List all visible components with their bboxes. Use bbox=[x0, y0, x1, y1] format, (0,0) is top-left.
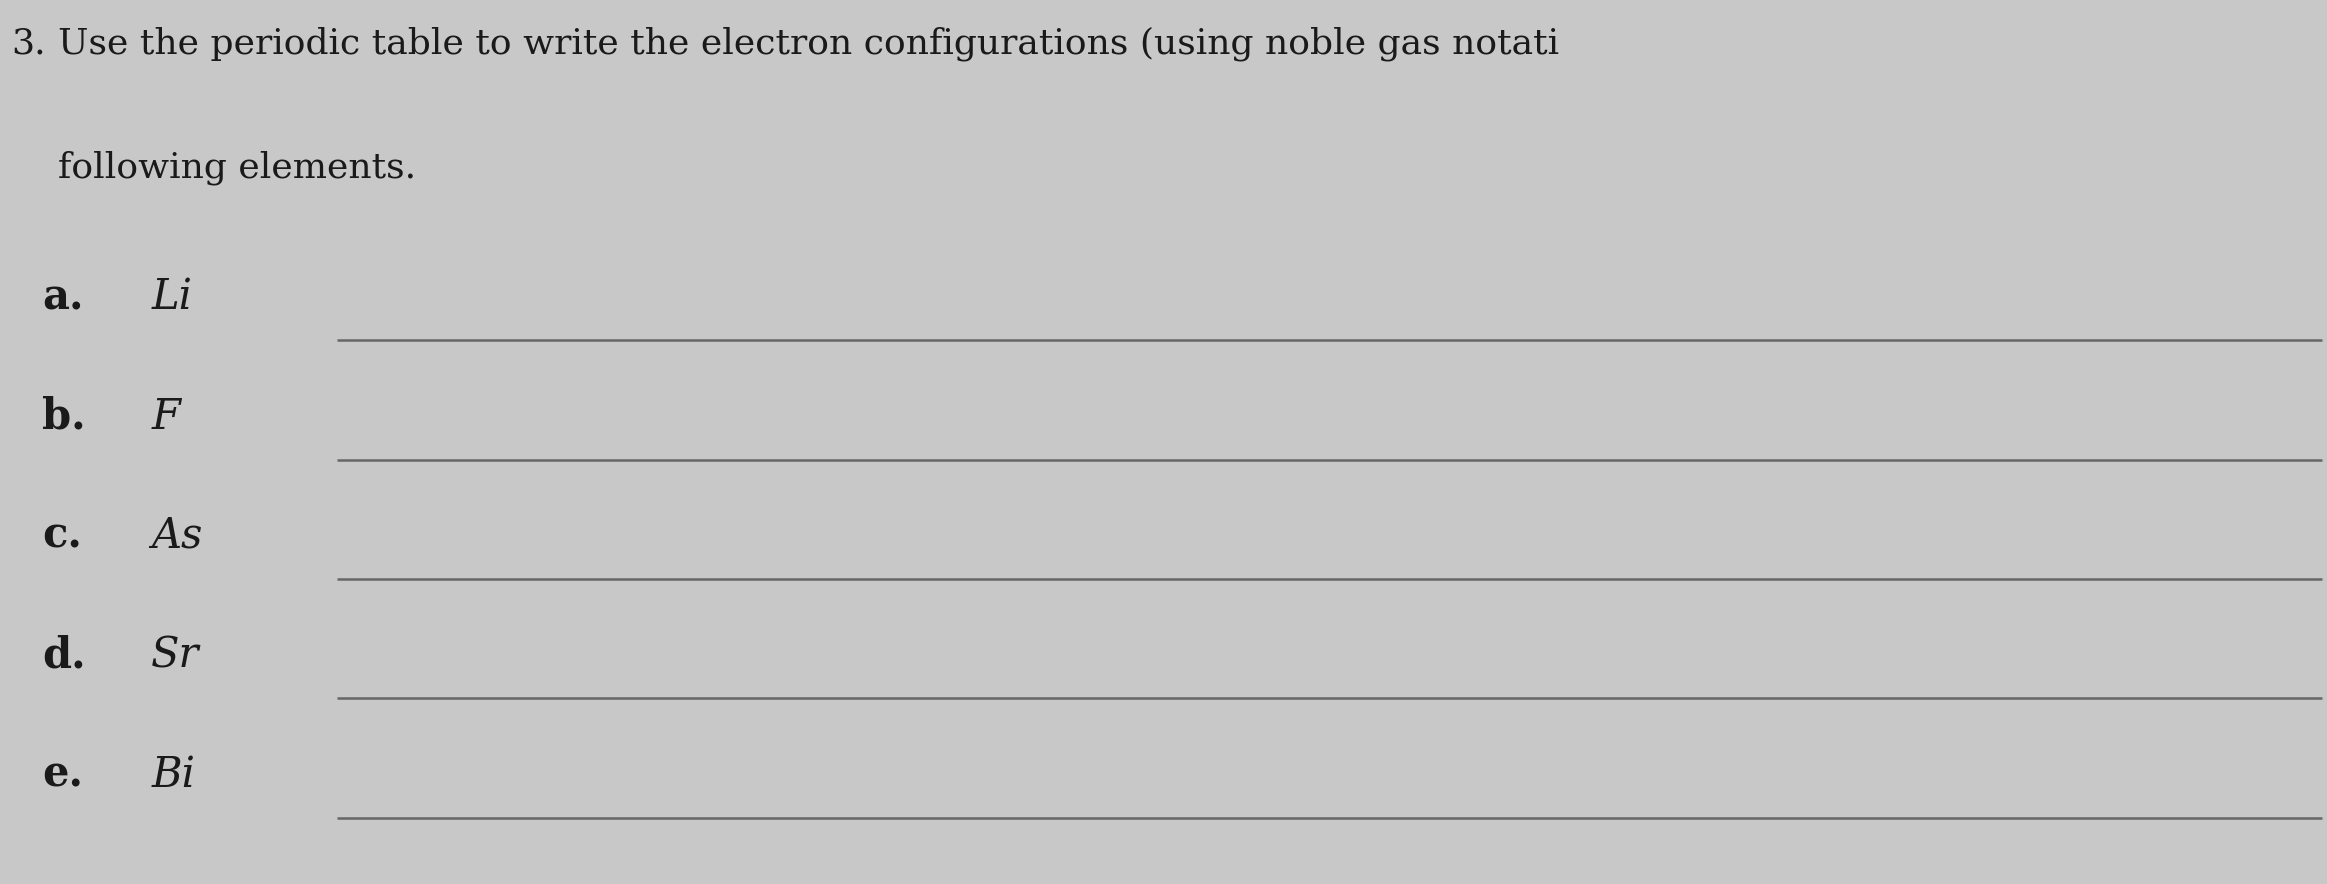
Text: c.: c. bbox=[42, 514, 81, 557]
Text: d.: d. bbox=[42, 634, 86, 676]
Text: a.: a. bbox=[42, 276, 84, 318]
Text: 3.: 3. bbox=[12, 27, 47, 60]
Text: Sr: Sr bbox=[151, 634, 200, 676]
Text: Bi: Bi bbox=[151, 753, 195, 796]
Text: As: As bbox=[151, 514, 202, 557]
Text: Use the periodic table to write the electron configurations (using noble gas not: Use the periodic table to write the elec… bbox=[58, 27, 1559, 61]
Text: e.: e. bbox=[42, 753, 84, 796]
Text: Li: Li bbox=[151, 276, 193, 318]
Text: following elements.: following elements. bbox=[58, 150, 417, 185]
Text: F: F bbox=[151, 395, 179, 438]
Text: b.: b. bbox=[42, 395, 86, 438]
